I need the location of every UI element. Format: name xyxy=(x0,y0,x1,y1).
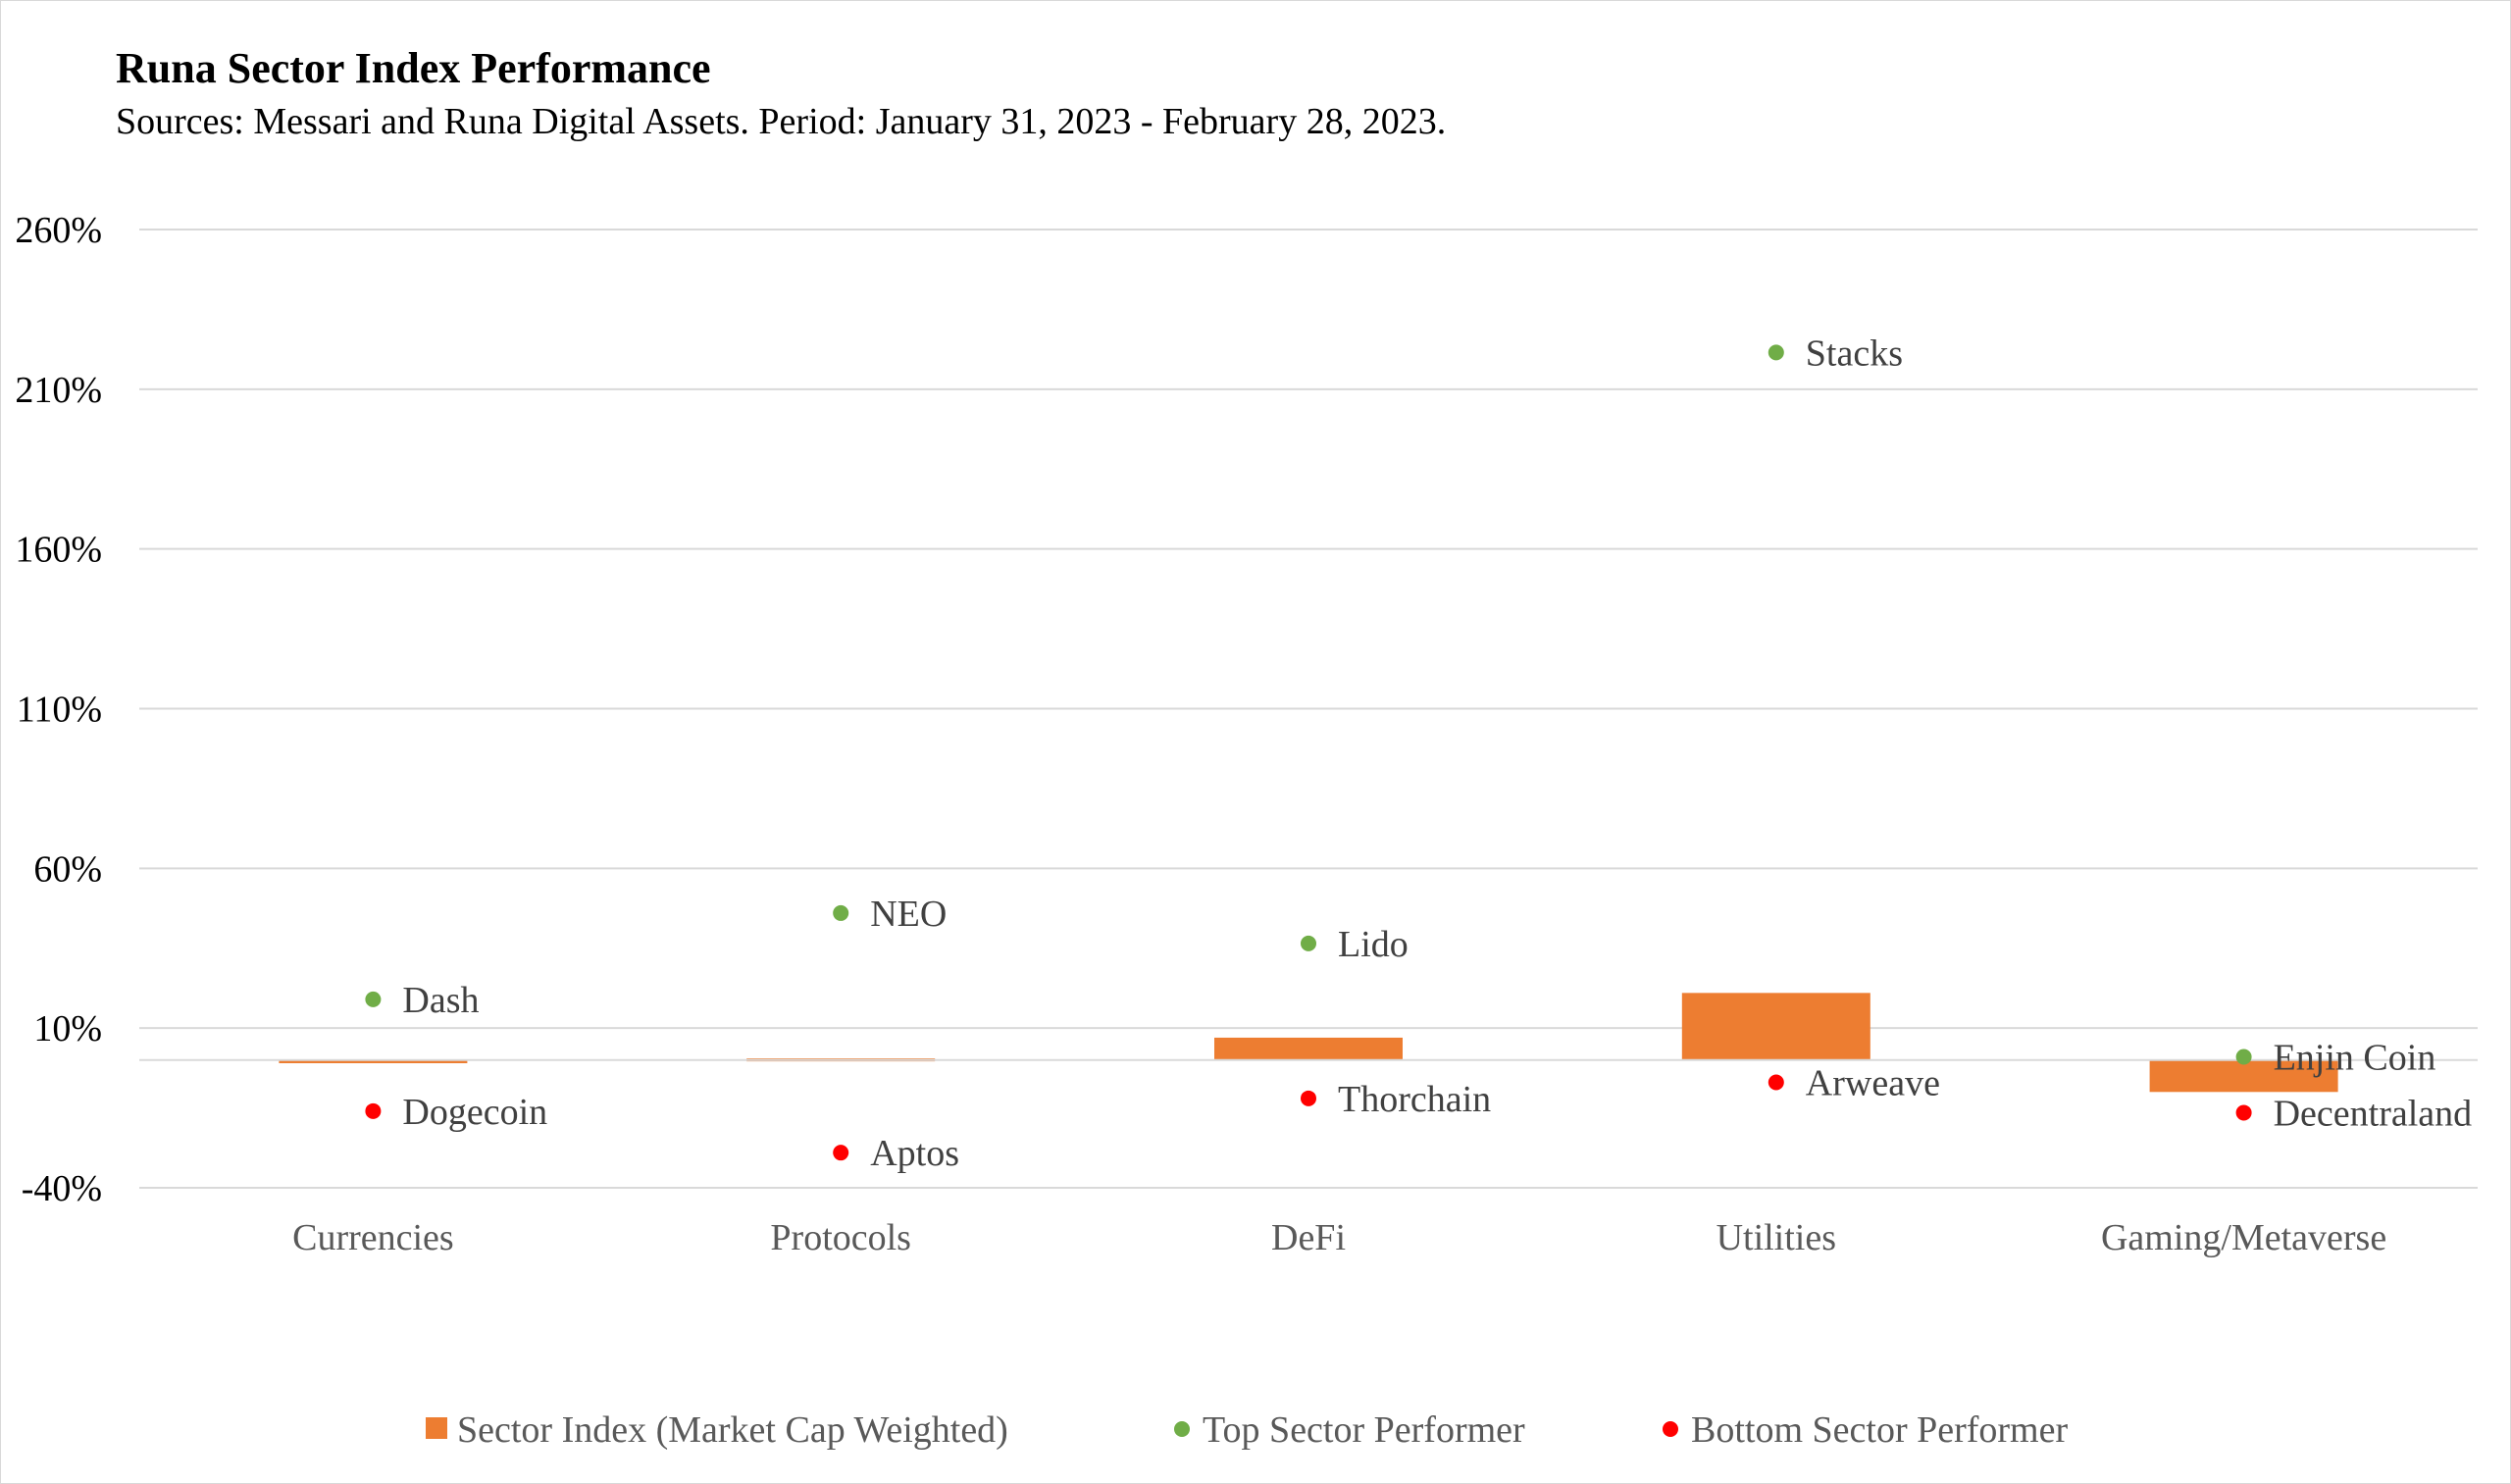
y-tick-label: -40% xyxy=(22,1168,102,1209)
top-performer-label: Dash xyxy=(402,980,479,1021)
top-performer-label: Lido xyxy=(1338,924,1409,965)
bottom-performer-label: Aptos xyxy=(870,1133,959,1174)
sector-index-bar xyxy=(279,1059,468,1063)
category-label: DeFi xyxy=(1271,1217,1346,1258)
bottom-performer-point xyxy=(2235,1104,2252,1121)
sector-index-bar xyxy=(2149,1059,2338,1093)
y-tick-label: 10% xyxy=(33,1008,102,1049)
sector-index-bar xyxy=(1214,1037,1403,1060)
chart-title: Runa Sector Index Performance xyxy=(116,44,711,92)
bottom-performer-point xyxy=(1301,1090,1316,1106)
legend-point-swatch xyxy=(1174,1421,1190,1437)
bottom-performer-label: Dogecoin xyxy=(402,1092,547,1133)
sector-index-bar xyxy=(1681,993,1870,1060)
bottom-performer-label: Arweave xyxy=(1806,1063,1940,1104)
y-tick-label: 260% xyxy=(15,210,102,251)
chart-subtitle: Sources: Messari and Runa Digital Assets… xyxy=(116,101,1447,142)
category-label: Currencies xyxy=(292,1217,454,1258)
y-tick-label: 60% xyxy=(33,848,102,890)
legend-label: Bottom Sector Performer xyxy=(1691,1409,2068,1451)
top-performer-point xyxy=(2235,1049,2252,1065)
y-tick-label: 110% xyxy=(17,690,102,731)
top-performer-point xyxy=(833,904,849,921)
top-performer-label: Stacks xyxy=(1806,333,1903,374)
top-performer-label: Enjin Coin xyxy=(2274,1037,2436,1078)
top-performer-point xyxy=(1301,935,1316,951)
legend-label: Top Sector Performer xyxy=(1203,1409,1525,1451)
category-label: Utilities xyxy=(1717,1217,1836,1258)
y-tick-label: 210% xyxy=(15,370,102,411)
category-label: Gaming/Metaverse xyxy=(2101,1217,2386,1258)
top-performer-point xyxy=(365,991,382,1007)
legend-label: Sector Index (Market Cap Weighted) xyxy=(457,1409,1008,1451)
y-tick-label: 160% xyxy=(15,530,102,571)
bottom-performer-label: Thorchain xyxy=(1338,1079,1491,1120)
legend-point-swatch xyxy=(1663,1421,1678,1437)
top-performer-point xyxy=(1768,344,1784,361)
bottom-performer-label: Decentraland xyxy=(2274,1093,2473,1134)
bottom-performer-point xyxy=(1768,1074,1784,1091)
legend-bar-swatch xyxy=(426,1417,447,1439)
bottom-performer-point xyxy=(833,1145,849,1161)
bottom-performer-point xyxy=(365,1102,382,1119)
top-performer-label: NEO xyxy=(870,894,947,935)
category-label: Protocols xyxy=(770,1217,911,1258)
